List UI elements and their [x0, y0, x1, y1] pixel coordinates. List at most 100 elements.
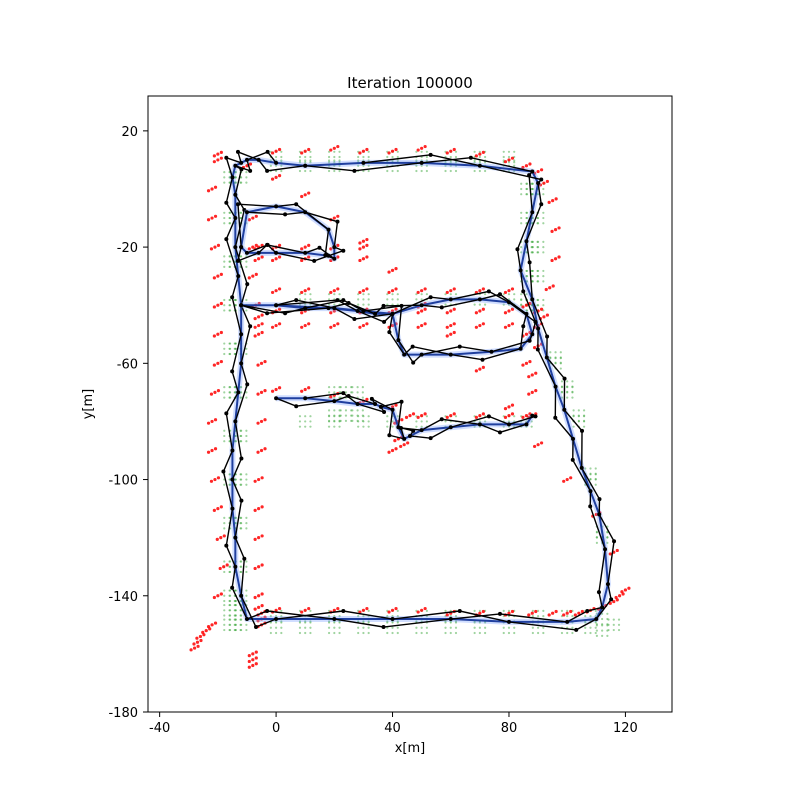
free-point — [531, 245, 534, 249]
occupied-point — [577, 611, 581, 615]
free-point — [531, 269, 534, 273]
occupied-point — [300, 151, 304, 155]
free-point — [228, 352, 232, 356]
occupied-point — [307, 606, 311, 611]
trajectory-node — [390, 407, 395, 412]
free-point — [582, 420, 586, 423]
graph-node — [253, 625, 258, 630]
occupied-point — [329, 395, 333, 399]
occupied-point — [406, 441, 410, 445]
free-point — [594, 467, 597, 470]
free-point — [396, 415, 399, 418]
free-point — [559, 361, 562, 364]
free-point — [478, 626, 481, 629]
free-point — [298, 425, 302, 428]
occupied-point — [303, 387, 307, 392]
free-point — [520, 298, 523, 301]
graph-node — [283, 212, 288, 217]
free-point — [362, 425, 365, 428]
occupied-point — [532, 346, 537, 350]
free-point — [362, 420, 365, 423]
free-point — [449, 169, 452, 173]
occupied-point — [452, 330, 456, 335]
graph-node — [562, 376, 567, 381]
free-point — [367, 150, 370, 153]
free-point — [391, 631, 394, 635]
occupied-point — [206, 189, 211, 193]
free-point — [530, 245, 533, 249]
free-point — [338, 150, 341, 153]
free-point — [223, 309, 226, 312]
occupied-point — [257, 323, 261, 328]
free-point — [542, 275, 545, 278]
occupied-point — [219, 359, 223, 364]
free-point — [361, 419, 364, 422]
free-point — [223, 594, 226, 597]
free-point — [391, 298, 394, 301]
y-tick-label: -140 — [108, 590, 138, 605]
free-point — [386, 293, 389, 296]
free-point — [309, 159, 312, 162]
graph-node — [230, 585, 235, 590]
trajectory-node — [579, 465, 584, 470]
graph-node — [399, 303, 404, 308]
free-point — [298, 298, 302, 301]
free-point — [333, 425, 336, 428]
free-point — [350, 386, 353, 389]
occupied-point — [216, 274, 220, 278]
occupied-point — [481, 307, 485, 311]
free-point — [525, 251, 528, 254]
occupied-point — [256, 450, 260, 454]
graph-node — [369, 396, 374, 401]
free-point — [536, 222, 540, 225]
x-tick-label: 40 — [384, 721, 401, 736]
free-point — [454, 631, 458, 635]
free-point — [542, 251, 545, 254]
free-point — [228, 483, 231, 486]
free-point — [367, 298, 370, 301]
free-point — [367, 609, 370, 612]
trajectory-node — [506, 619, 511, 624]
graph-node — [527, 173, 532, 178]
occupied-point — [399, 444, 403, 449]
occupied-point — [557, 255, 561, 259]
free-point — [577, 419, 580, 422]
occupied-point — [274, 323, 278, 328]
occupied-point — [503, 407, 508, 411]
free-point — [357, 631, 360, 635]
free-point — [584, 467, 587, 470]
occupied-point — [365, 606, 369, 611]
occupied-point — [565, 611, 569, 615]
free-point — [415, 150, 418, 153]
graph-node — [399, 399, 404, 404]
occupied-point — [423, 412, 427, 416]
occupied-point — [303, 193, 307, 197]
trajectory-node — [274, 250, 279, 255]
free-point — [228, 347, 231, 350]
free-point — [525, 193, 528, 196]
free-point — [606, 617, 609, 621]
occupied-point — [445, 311, 449, 315]
free-point — [415, 164, 418, 167]
free-point — [542, 222, 545, 225]
free-point — [554, 356, 557, 360]
free-point — [228, 628, 231, 632]
trajectory-node — [390, 617, 395, 622]
occupied-point — [445, 151, 449, 155]
free-point — [356, 419, 359, 422]
graph-node — [239, 456, 244, 461]
free-point — [228, 391, 232, 394]
free-point — [484, 420, 487, 423]
graph-node — [265, 609, 270, 614]
occupied-point — [547, 613, 551, 617]
free-point — [536, 280, 540, 283]
occupied-point — [510, 287, 515, 291]
occupied-point — [394, 606, 398, 611]
occupied-point — [521, 415, 525, 419]
occupied-point — [209, 247, 214, 251]
occupied-point — [329, 148, 333, 152]
occupied-point — [390, 149, 395, 153]
free-point — [338, 425, 341, 428]
trajectory-node — [419, 303, 424, 308]
